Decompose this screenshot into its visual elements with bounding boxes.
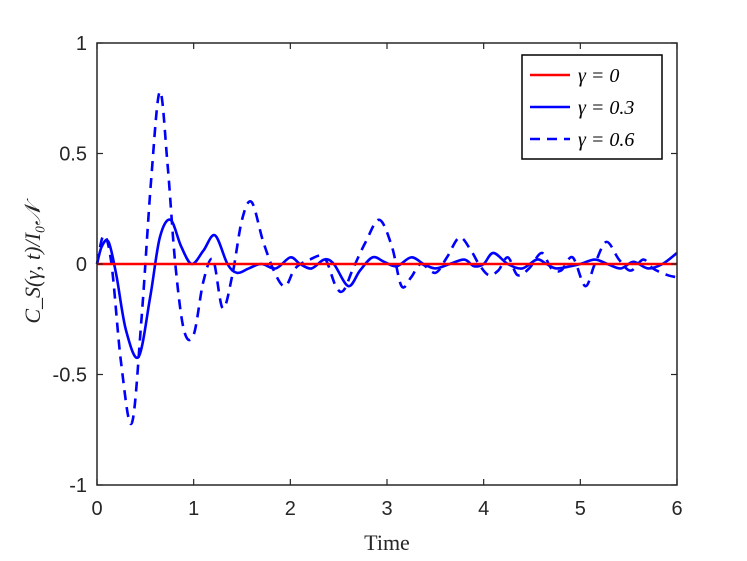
y-tick-label: 1	[76, 33, 87, 55]
x-tick-label: 5	[575, 498, 586, 520]
y-axis-label: C_S(γ, t)/I₀𝒩	[20, 197, 45, 323]
x-tick-label: 1	[188, 498, 199, 520]
x-tick-label: 4	[478, 498, 489, 520]
y-tick-label: -0.5	[53, 365, 87, 387]
x-axis-label: Time	[364, 530, 410, 555]
x-axis-ticks: 0 1 2 3 4 5 6	[91, 43, 683, 520]
series-line-2	[95, 90, 678, 426]
y-tick-label: 0	[76, 254, 87, 276]
legend: γ = 0 γ = 0.3 γ = 0.6	[521, 54, 663, 160]
x-tick-label: 0	[91, 498, 102, 520]
x-tick-label: 6	[671, 498, 682, 520]
series-line-1	[95, 218, 678, 360]
y-axis-ticks: -1 -0.5 0 0.5 1	[53, 33, 677, 497]
legend-label-2: γ = 0.6	[578, 129, 634, 151]
y-tick-label: 0.5	[59, 144, 87, 166]
plot-lines	[95, 90, 678, 426]
legend-label-1: γ = 0.3	[578, 97, 634, 119]
x-tick-label: 3	[381, 498, 392, 520]
legend-label-0: γ = 0	[578, 65, 619, 87]
y-tick-label: -1	[69, 475, 87, 497]
x-tick-label: 2	[285, 498, 296, 520]
